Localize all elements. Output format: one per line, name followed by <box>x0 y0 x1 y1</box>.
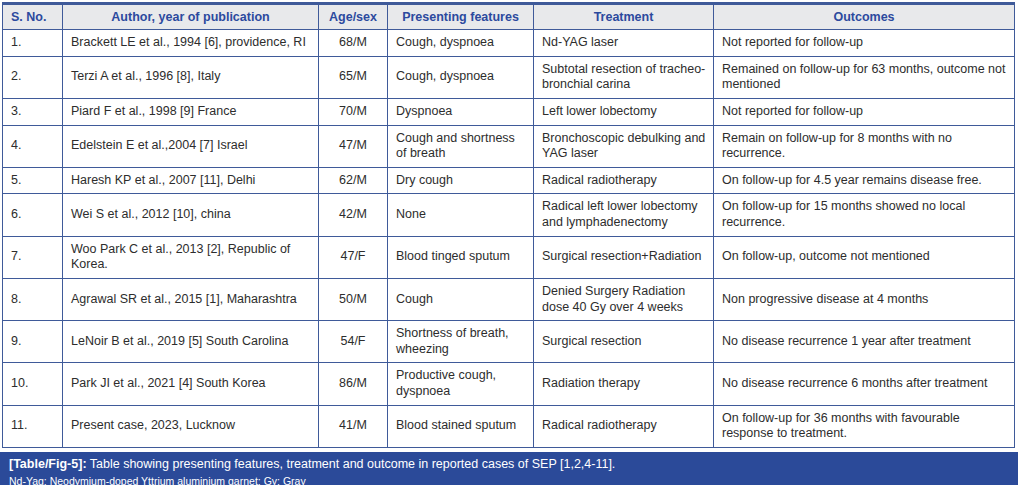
table-cell: Cough <box>388 278 534 320</box>
column-header-presenting-features: Presenting features <box>388 4 534 30</box>
table-cell: On follow-up, outcome not mentioned <box>714 236 1015 278</box>
table-cell: 6. <box>3 194 63 236</box>
table-cell: 47/F <box>319 236 388 278</box>
table-cell: Cough, dyspnoea <box>388 30 534 57</box>
table-cell: Park JI et al., 2021 [4] South Korea <box>63 363 319 405</box>
header-row: S. No. Author, year of publication Age/s… <box>3 4 1015 30</box>
table-cell: Blood tinged sputum <box>388 236 534 278</box>
table-cell: On follow-up for 15 months showed no loc… <box>714 194 1015 236</box>
table-cell: Radical radiotherapy <box>534 405 714 447</box>
table-cell: Surgical resection+Radiation <box>534 236 714 278</box>
table-cell: Bronchoscopic debulking and YAG laser <box>534 125 714 167</box>
table-cell: 47/M <box>319 125 388 167</box>
table-cell: Surgical resection <box>534 321 714 363</box>
table-cell: Productive cough, dyspnoea <box>388 363 534 405</box>
table-cell: 7. <box>3 236 63 278</box>
table-cell: 10. <box>3 363 63 405</box>
table-cell: Cough and shortness of breath <box>388 125 534 167</box>
table-row: 2.Terzi A et al., 1996 [8], Italy65/MCou… <box>3 56 1015 98</box>
table-cell: 8. <box>3 278 63 320</box>
table-cell: Radical radiotherapy <box>534 167 714 194</box>
table-cell: None <box>388 194 534 236</box>
table-cell: Remain on follow-up for 8 months with no… <box>714 125 1015 167</box>
table-cell: 11. <box>3 405 63 447</box>
table-caption: [Table/Fig-5]: Table showing presenting … <box>9 457 1009 473</box>
table-cell: Non progressive disease at 4 months <box>714 278 1015 320</box>
table-cell: Remained on follow-up for 63 months, out… <box>714 56 1015 98</box>
table-cell: Radical left lower lobectomy and lymphad… <box>534 194 714 236</box>
table-cell: Agrawal SR et al., 2015 [1], Maharashtra <box>63 278 319 320</box>
table-cell: 42/M <box>319 194 388 236</box>
column-header-outcomes: Outcomes <box>714 4 1015 30</box>
table-row: 6.Wei S et al., 2012 [10], china42/MNone… <box>3 194 1015 236</box>
table-cell: Wei S et al., 2012 [10], china <box>63 194 319 236</box>
table-cell: Piard F et al., 1998 [9] France <box>63 98 319 125</box>
table-cell: Brackett LE et al., 1994 [6], providence… <box>63 30 319 57</box>
table-cell: Cough, dyspnoea <box>388 56 534 98</box>
table-footnote: Nd-Yag: Neodymium-doped Yttrium aluminiu… <box>9 475 1009 485</box>
table-cell: Dyspnoea <box>388 98 534 125</box>
table-cell: Nd-YAG laser <box>534 30 714 57</box>
table-row: 8.Agrawal SR et al., 2015 [1], Maharasht… <box>3 278 1015 320</box>
table-cell: 9. <box>3 321 63 363</box>
table-row: 5.Haresh KP et al., 2007 [11], Delhi62/M… <box>3 167 1015 194</box>
table-cell: 50/M <box>319 278 388 320</box>
table-cell: Blood stained sputum <box>388 405 534 447</box>
table-cell: 65/M <box>319 56 388 98</box>
table-cell: 68/M <box>319 30 388 57</box>
sep-cases-table: S. No. Author, year of publication Age/s… <box>2 2 1015 448</box>
table-cell: Not reported for follow-up <box>714 30 1015 57</box>
table-cell: Woo Park C et al., 2013 [2], Republic of… <box>63 236 319 278</box>
table-cell: Edelstein E et al.,2004 [7] Israel <box>63 125 319 167</box>
table-cell: Denied Surgery Radiation dose 40 Gy over… <box>534 278 714 320</box>
table-cell: LeNoir B et al., 2019 [5] South Carolina <box>63 321 319 363</box>
column-header-age-sex: Age/sex <box>319 4 388 30</box>
table-header: S. No. Author, year of publication Age/s… <box>3 4 1015 30</box>
table-row: 9.LeNoir B et al., 2019 [5] South Caroli… <box>3 321 1015 363</box>
table-row: 7.Woo Park C et al., 2013 [2], Republic … <box>3 236 1015 278</box>
table-caption-bar: [Table/Fig-5]: Table showing presenting … <box>0 452 1018 485</box>
table-cell: Not reported for follow-up <box>714 98 1015 125</box>
column-header-serial-number: S. No. <box>3 4 63 30</box>
table-cell: 41/M <box>319 405 388 447</box>
table-cell: Dry cough <box>388 167 534 194</box>
table-cell: 70/M <box>319 98 388 125</box>
column-header-author-year: Author, year of publication <box>63 4 319 30</box>
table-cell: Present case, 2023, Lucknow <box>63 405 319 447</box>
table-cell: 62/M <box>319 167 388 194</box>
table-row: 11.Present case, 2023, Lucknow41/MBlood … <box>3 405 1015 447</box>
table-caption-label: [Table/Fig-5]: <box>9 457 87 471</box>
table-cell: On follow-up for 4.5 year remains diseas… <box>714 167 1015 194</box>
table-cell: 2. <box>3 56 63 98</box>
table-cell: Shortness of breath, wheezing <box>388 321 534 363</box>
table-cell: 5. <box>3 167 63 194</box>
column-header-treatment: Treatment <box>534 4 714 30</box>
table-body: 1.Brackett LE et al., 1994 [6], providen… <box>3 30 1015 448</box>
table-cell: On follow-up for 36 months with favourab… <box>714 405 1015 447</box>
table-cell: Subtotal resection of tracheo-bronchial … <box>534 56 714 98</box>
table-row: 1.Brackett LE et al., 1994 [6], providen… <box>3 30 1015 57</box>
table-row: 3.Piard F et al., 1998 [9] France70/MDys… <box>3 98 1015 125</box>
table-cell: 86/M <box>319 363 388 405</box>
table-cell: Radiation therapy <box>534 363 714 405</box>
table-row: 10.Park JI et al., 2021 [4] South Korea8… <box>3 363 1015 405</box>
table-cell: Left lower lobectomy <box>534 98 714 125</box>
table-cell: Terzi A et al., 1996 [8], Italy <box>63 56 319 98</box>
table-cell: 3. <box>3 98 63 125</box>
table-cell: No disease recurrence 6 months after tre… <box>714 363 1015 405</box>
table-row: 4.Edelstein E et al.,2004 [7] Israel47/M… <box>3 125 1015 167</box>
table-cell: 4. <box>3 125 63 167</box>
table-cell: 1. <box>3 30 63 57</box>
table-cell: 54/F <box>319 321 388 363</box>
table-cell: Haresh KP et al., 2007 [11], Delhi <box>63 167 319 194</box>
table-caption-text: Table showing presenting features, treat… <box>90 457 616 471</box>
table-cell: No disease recurrence 1 year after treat… <box>714 321 1015 363</box>
